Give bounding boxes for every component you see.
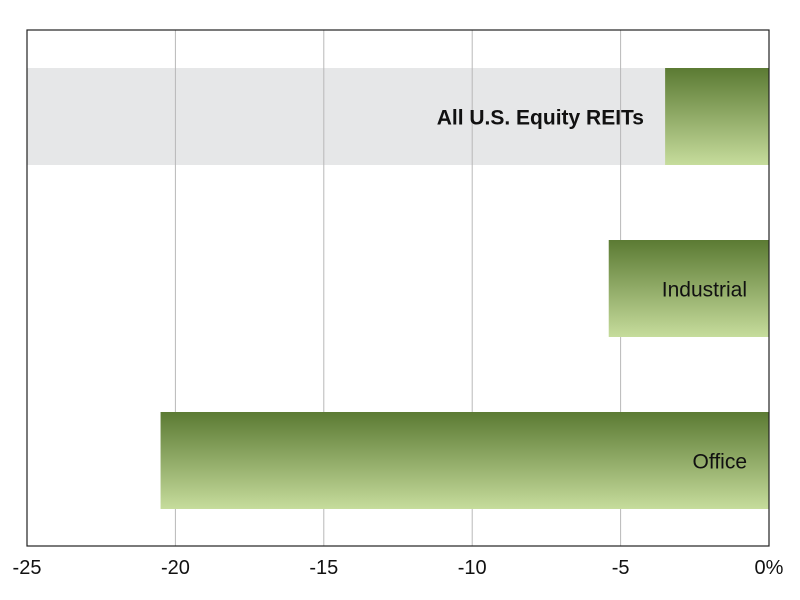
x-tick-label-4: -5 — [612, 557, 630, 579]
axes — [26, 29, 770, 547]
highlight-band-layer — [27, 68, 769, 165]
x-tick-label-5: 0% — [755, 557, 784, 579]
bar-label-1: Industrial — [662, 279, 747, 302]
highlight-band — [27, 68, 769, 165]
bar-2 — [160, 412, 769, 509]
x-tick-label-0: -25 — [13, 557, 42, 579]
bar-labels: All U.S. Equity REITs Industrial Office — [437, 107, 747, 474]
bar-label-2: Office — [693, 451, 747, 474]
bars — [160, 68, 769, 509]
plot-frame — [26, 29, 770, 547]
bar-0 — [665, 68, 769, 165]
bar-1 — [608, 240, 769, 337]
bar-label-0: All U.S. Equity REITs — [437, 107, 644, 130]
tick-labels: -25 -20 -15 -10 -5 0% — [13, 557, 784, 579]
x-tick-label-2: -15 — [309, 557, 338, 579]
x-tick-label-1: -20 — [161, 557, 190, 579]
x-tick-label-3: -10 — [458, 557, 487, 579]
